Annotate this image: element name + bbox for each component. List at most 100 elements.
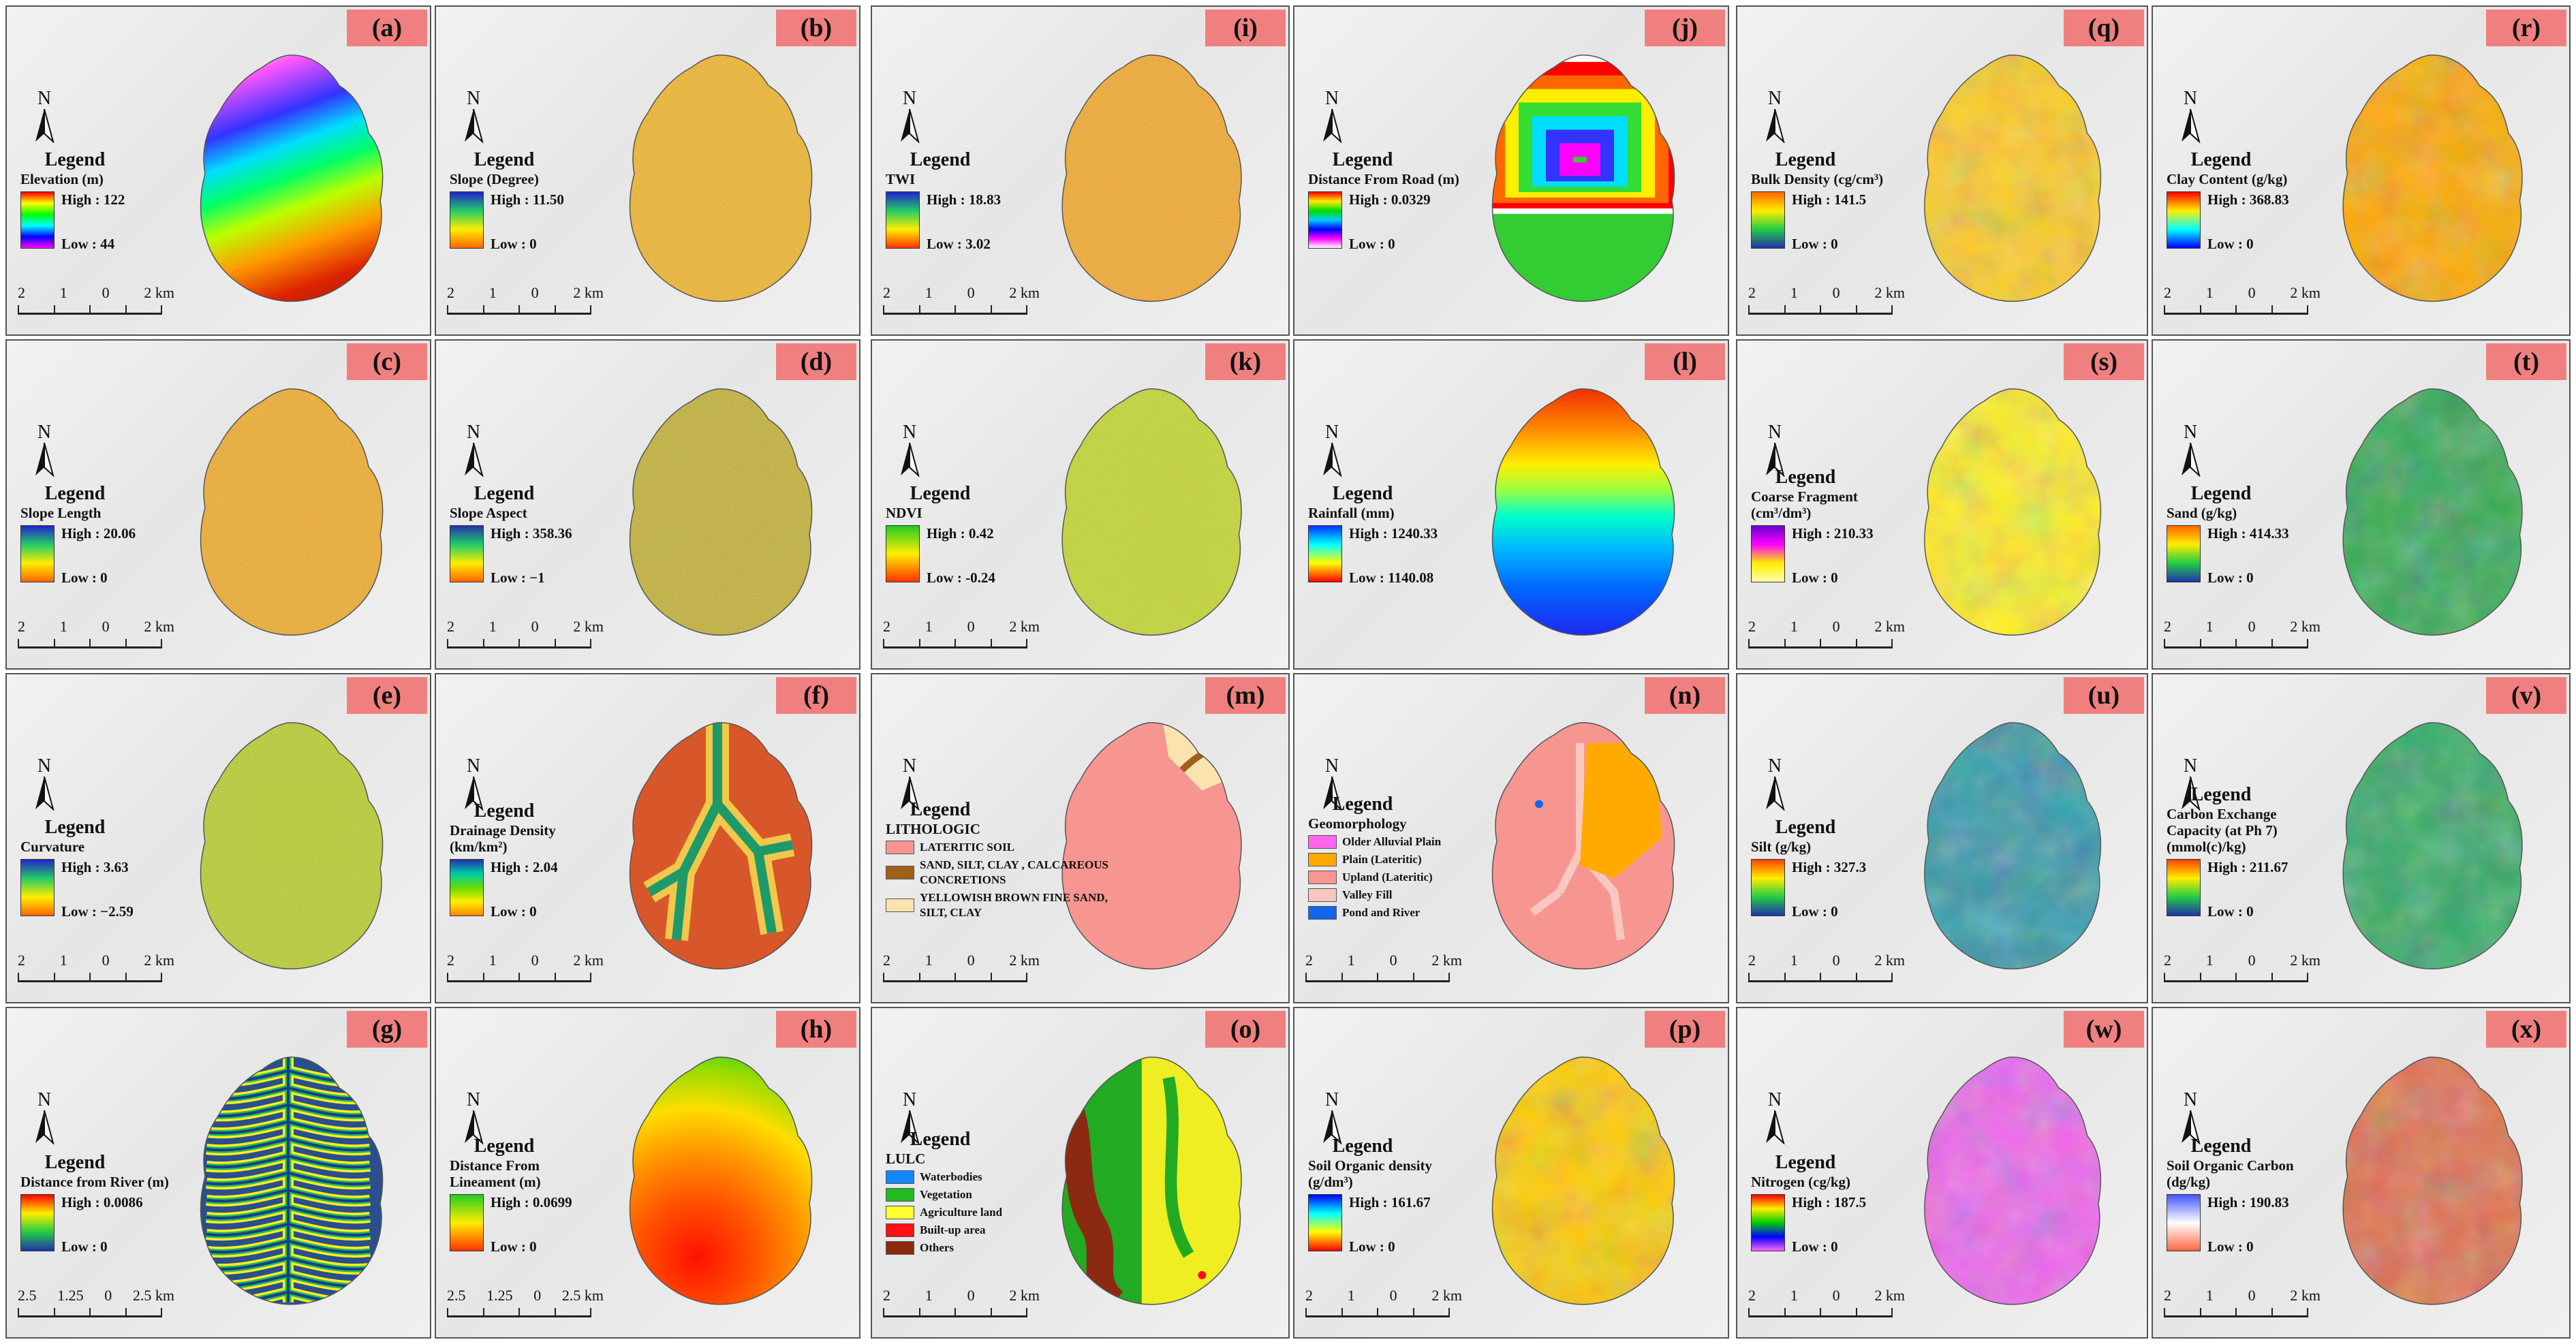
map-legend: Legend Soil Organic density (g/dm³) High :… [1308,1136,1533,1255]
scale-bar: 2 1 0 2 km [1748,284,1939,325]
scale-bar: 2 1 0 2 km [1748,618,1939,659]
map-panel-n: (n) N Legend Geomorphology Older Alluvial Pl… [1293,673,1729,1003]
map-panel-w: (w) N Legend Nitrogen (cg/kg) High : 187.5 Lo… [1736,1007,2148,1339]
north-arrow-icon [901,1110,920,1146]
legend-title: Legend [44,817,106,838]
map-legend: Legend Coarse Fragment (cm³/dm³) High : 21… [1751,467,1976,587]
scale-label: 2 km [573,952,604,969]
north-arrow: N [456,89,491,146]
scale-label: 0 [967,618,975,635]
map-legend: Legend Slope (Degree) High : 11.50 Low : 0 [450,149,674,253]
legend-variable: Slope Aspect [450,505,527,521]
legend-variable: Curvature [20,839,85,855]
legend-ramp: High : 20.06 Low : 0 [20,525,245,587]
legend-high: High : 0.42 [927,525,994,542]
legend-low: Low : 3.02 [927,236,991,252]
legend-low: Low : 0 [491,903,537,920]
scale-label: 0 [531,618,539,635]
scale-label: 2 km [1431,1287,1462,1304]
scale-label: 1 [1347,1287,1355,1304]
legend-category-label: Older Alluvial Plain [1342,835,1442,848]
legend-swatch [886,898,914,912]
watershed-map [629,54,812,302]
legend-ramp: High : 327.3 Low : 0 [1751,859,1976,920]
north-arrow: N [1758,89,1792,146]
map-panel-b: (b) N Legend Slope (Degree) High : 11.50 Low … [435,5,860,336]
panel-label: (m) [1205,677,1286,714]
scale-label: 1 [925,618,933,635]
panel-label: (t) [2486,343,2566,380]
panel-label: (l) [1645,343,1725,380]
north-arrow-icon [465,776,484,812]
legend-category: Vegetation [886,1187,1111,1202]
legend-ramp: High : 18.83 Low : 3.02 [886,191,1111,253]
legend-low: Low : 0 [1792,1238,1838,1255]
legend-ramp: High : 0.0086 Low : 0 [20,1194,245,1255]
scale-label: 0 [531,952,539,969]
watershed-map [1061,388,1242,636]
color-ramp [450,525,484,582]
north-arrow-icon [1323,776,1342,812]
legend-ramp: High : 210.33 Low : 0 [1751,525,1976,587]
watershed-map [1924,388,2102,636]
panel-label: (n) [1645,677,1725,714]
legend-category: YELLOWISH BROWN FINE SAND, SILT, CLAY [886,890,1111,920]
scale-label: 1 [2205,952,2214,969]
legend-ramp: High : 211.67 Low : 0 [2167,859,2391,920]
scale-label: 2.5 [447,1287,466,1304]
scale-label: 2 km [144,284,174,301]
north-arrow: N [2173,756,2207,814]
map-panel-q: (q) N Legend Bulk Density (cg/cm³) High : 14… [1736,5,2148,336]
map-panel-e: (e) N Legend Curvature High : 3.63 Low : −2.5… [5,673,431,1003]
legend-high: High : 3.63 [61,859,129,875]
map-panel-r: (r) N Legend Clay Content (g/kg) High : 368.… [2152,5,2571,336]
north-arrow: N [2173,422,2207,480]
legend-high: High : 161.67 [1349,1194,1431,1210]
legend-high: High : 18.83 [927,191,1002,208]
panel-label: (i) [1205,10,1286,46]
watershed-map [1491,388,1675,636]
scale-bar: 2 1 0 2 km [18,284,208,325]
legend-ramp: High : 3.63 Low : −2.59 [20,859,245,920]
north-arrow: N [2173,89,2207,146]
north-arrow-icon [1766,108,1785,144]
scale-label: 2 [1305,1287,1313,1304]
scale-label: 2 [18,284,25,301]
scale-label: 1 [59,618,67,635]
legend-low: Low : −2.59 [61,903,134,920]
map-legend: Legend Distance From Lineament (m) High : … [450,1136,674,1255]
scale-label: 1 [1347,952,1355,969]
scale-label: 1 [1790,284,1798,301]
map-legend: Legend Slope Length High : 20.06 Low : 0 [20,483,245,587]
north-arrow-icon [901,108,920,144]
scale-label: 1 [925,284,933,301]
legend-category-label: LATERITIC SOIL [920,841,1015,854]
color-ramp [1751,1194,1785,1251]
legend-swatch [886,1170,914,1184]
legend-category-label: Vegetation [920,1188,972,1201]
north-arrow-icon [1766,442,1785,478]
color-ramp [20,1194,55,1251]
scale-label: 0 [2248,618,2256,635]
scale-label: 2 km [1874,284,1905,301]
map-legend: Legend LULC Waterbodies Vegetation Agricultu… [886,1129,1111,1255]
scale-bar: 2 1 0 2 km [1748,952,1939,993]
map-legend: Legend Distance from River (m) High : 0.00… [20,1152,245,1255]
color-ramp [2167,525,2201,582]
legend-category: Pond and River [1308,905,1533,920]
panel-label: (f) [776,677,856,714]
scale-label: 0 [102,952,110,969]
map-panel-t: (t) N Legend Sand (g/kg) High : 414.33 Low : … [2152,339,2571,670]
legend-swatch [886,1188,914,1202]
legend-title: Legend [910,149,971,170]
legend-ramp: High : 190.83 Low : 0 [2167,1194,2391,1255]
scale-label: 2 km [573,284,604,301]
scale-label: 2 km [1009,284,1040,301]
scale-label: 1 [2205,618,2214,635]
north-arrow: N [1758,422,1792,480]
legend-low: Low : 0 [1792,569,1838,586]
legend-category-label: YELLOWISH BROWN FINE SAND, SILT, CLAY [920,891,1108,919]
panel-label: (e) [347,677,427,714]
legend-variable: Slope (Degree) [450,171,539,187]
legend-title: Legend [1775,467,1836,488]
